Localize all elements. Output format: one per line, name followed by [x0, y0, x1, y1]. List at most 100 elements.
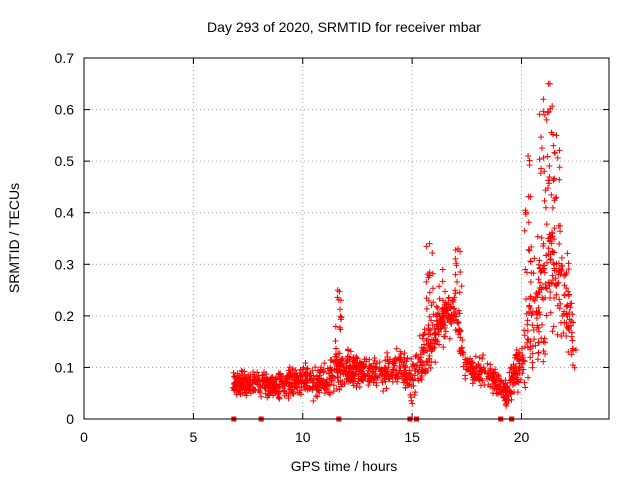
data-point [304, 373, 311, 380]
data-point [230, 369, 237, 376]
data-point [549, 248, 556, 255]
data-point [332, 323, 339, 330]
data-point [426, 289, 433, 296]
data-point [393, 367, 400, 374]
data-point [500, 394, 507, 401]
data-point [236, 384, 243, 391]
data-point [489, 380, 496, 387]
data-point [279, 379, 286, 386]
data-point [347, 348, 354, 355]
data-point [495, 371, 502, 378]
data-point [429, 346, 436, 353]
data-point [531, 255, 538, 262]
data-point [380, 388, 387, 395]
x-tick-label: 20 [514, 429, 530, 445]
data-point [537, 269, 544, 276]
data-point [389, 359, 396, 366]
data-point [436, 313, 443, 320]
data-point [365, 382, 372, 389]
data-point [543, 221, 550, 228]
data-point [231, 373, 238, 380]
data-point [459, 337, 466, 344]
data-point [458, 345, 465, 352]
data-point [536, 328, 543, 335]
data-point [503, 392, 510, 399]
data-point [535, 349, 542, 356]
data-point [455, 245, 462, 252]
data-point [264, 394, 271, 401]
data-point [416, 364, 423, 371]
data-point [345, 347, 352, 354]
data-point [250, 376, 257, 383]
x-tick-label: 0 [80, 429, 88, 445]
data-point [526, 308, 533, 315]
data-point [540, 348, 547, 355]
data-point [535, 339, 542, 346]
data-point [503, 402, 510, 409]
data-point [560, 329, 567, 336]
data-point [570, 347, 577, 354]
data-point [523, 209, 530, 216]
data-point [402, 364, 409, 371]
data-point [547, 294, 554, 301]
data-point [397, 348, 404, 355]
data-point [556, 147, 563, 154]
data-point [381, 368, 388, 375]
data-point [260, 377, 267, 384]
data-point [382, 357, 389, 364]
data-point [555, 279, 562, 286]
data-point [356, 365, 363, 372]
data-point [421, 344, 428, 351]
data-point [439, 320, 446, 327]
data-point [538, 268, 545, 275]
data-point [540, 284, 547, 291]
data-point [462, 372, 469, 379]
data-point [436, 283, 443, 290]
data-point [440, 305, 447, 312]
data-point [425, 297, 432, 304]
data-point [452, 255, 459, 262]
data-point [321, 385, 328, 392]
data-point [439, 266, 446, 273]
data-point [510, 379, 517, 386]
data-point [508, 364, 515, 371]
data-point [552, 195, 559, 202]
data-point [540, 240, 547, 247]
data-point [313, 392, 320, 399]
data-point [258, 393, 265, 400]
data-point [412, 389, 419, 396]
data-point [247, 387, 254, 394]
data-point [500, 383, 507, 390]
data-point [322, 379, 329, 386]
data-point [484, 360, 491, 367]
data-point [535, 276, 542, 283]
data-point [455, 331, 462, 338]
data-point [550, 259, 557, 266]
data-point [302, 386, 309, 393]
data-point [405, 381, 412, 388]
data-point [422, 369, 429, 376]
data-point [553, 260, 560, 267]
data-point [408, 397, 415, 404]
data-point [538, 145, 545, 152]
data-point [453, 260, 460, 267]
data-point [539, 294, 546, 301]
data-point [318, 364, 325, 371]
data-point [309, 367, 316, 374]
data-point [525, 336, 532, 343]
data-point [545, 245, 552, 252]
data-point [276, 394, 283, 401]
data-point [556, 296, 563, 303]
data-point [541, 111, 548, 118]
data-point [527, 305, 534, 312]
data-point [353, 384, 360, 391]
data-point [352, 366, 359, 373]
data-point [514, 389, 521, 396]
data-point [517, 376, 524, 383]
data-point [452, 271, 459, 278]
data-point [326, 374, 333, 381]
data-point [521, 379, 528, 386]
data-point [529, 364, 536, 371]
data-point [444, 316, 451, 323]
data-point [310, 397, 317, 404]
